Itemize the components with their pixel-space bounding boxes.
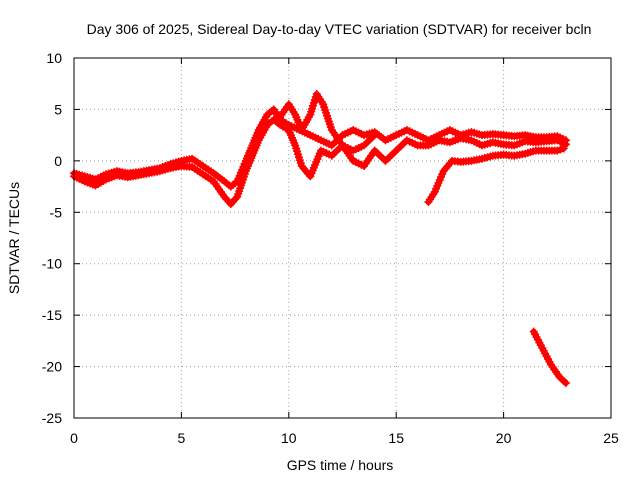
grid-layer [74, 58, 611, 418]
series-track-c [274, 90, 379, 155]
x-tick-label: 15 [388, 430, 404, 446]
series-markers-track-b [70, 115, 570, 209]
x-tick-label: 5 [178, 430, 186, 446]
y-axis-label: SDTVAR / TECUs [6, 182, 22, 294]
x-tick-label: 0 [70, 430, 78, 446]
y-tick-label: -5 [50, 204, 63, 220]
x-tick-label: 25 [603, 430, 619, 446]
series-markers-track-e [529, 327, 570, 387]
tick-layer: -25 -20 -15 -10 -5 0 5 10 0 5 10 15 20 25 [42, 50, 619, 446]
series-track-d [424, 144, 568, 206]
y-tick-label: 0 [54, 153, 62, 169]
y-tick-label: -20 [42, 359, 62, 375]
y-tick-label: 10 [46, 50, 62, 66]
plot-frame [73, 57, 612, 419]
chart-title: Day 306 of 2025, Sidereal Day-to-day VTE… [87, 21, 592, 37]
series-markers-track-d [424, 144, 568, 206]
series-layer [70, 90, 570, 387]
series-markers-track-c [274, 90, 379, 155]
series-track-e [529, 327, 570, 387]
x-axis-label: GPS time / hours [287, 457, 394, 473]
y-tick-label: -15 [42, 307, 62, 323]
y-tick-label: -25 [42, 410, 62, 426]
x-tick-label: 10 [281, 430, 297, 446]
y-tick-label: 5 [54, 101, 62, 117]
x-tick-label: 20 [496, 430, 512, 446]
y-tick-label: -10 [42, 256, 62, 272]
series-track-b [70, 115, 570, 209]
